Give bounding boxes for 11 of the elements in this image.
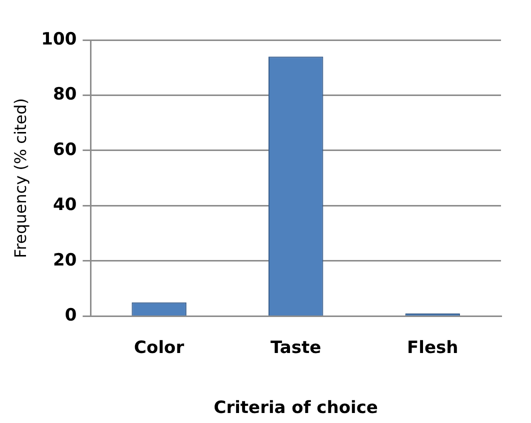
y-tick-label: 0 (64, 306, 77, 326)
y-tick-label: 100 (41, 29, 77, 50)
x-tick-label: Color (134, 338, 185, 358)
y-tick-label: 20 (53, 250, 77, 270)
y-tick-label: 40 (53, 195, 77, 216)
x-tick-label: Flesh (407, 338, 458, 358)
x-tick-label: Taste (270, 338, 322, 358)
y-tick-label: 80 (53, 84, 77, 105)
y-tick-label: 60 (53, 140, 77, 160)
x-axis-title: Criteria of choice (214, 398, 378, 418)
y-axis-title: Frequency (% cited) (10, 98, 30, 258)
